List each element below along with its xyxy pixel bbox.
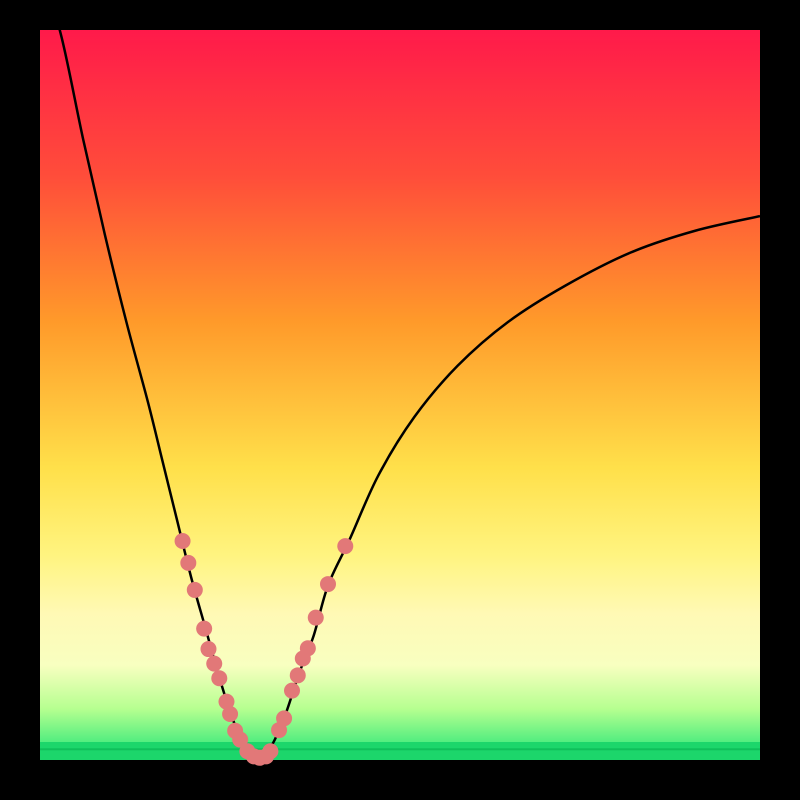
- data-marker: [276, 710, 292, 726]
- data-marker: [262, 743, 278, 759]
- data-marker: [300, 640, 316, 656]
- chart-container: TheBottleneck.com: [0, 0, 800, 800]
- data-marker: [308, 610, 324, 626]
- data-marker: [196, 621, 212, 637]
- data-marker: [320, 576, 336, 592]
- data-marker: [180, 555, 196, 571]
- data-marker: [200, 641, 216, 657]
- data-marker: [284, 683, 300, 699]
- data-marker: [337, 538, 353, 554]
- data-marker: [175, 533, 191, 549]
- data-marker: [222, 706, 238, 722]
- data-marker: [290, 667, 306, 683]
- bottom-green-band: [40, 742, 760, 760]
- bottleneck-curve-chart: [0, 0, 800, 800]
- plot-background-gradient: [40, 30, 760, 760]
- data-marker: [211, 670, 227, 686]
- data-marker: [187, 582, 203, 598]
- data-marker: [206, 656, 222, 672]
